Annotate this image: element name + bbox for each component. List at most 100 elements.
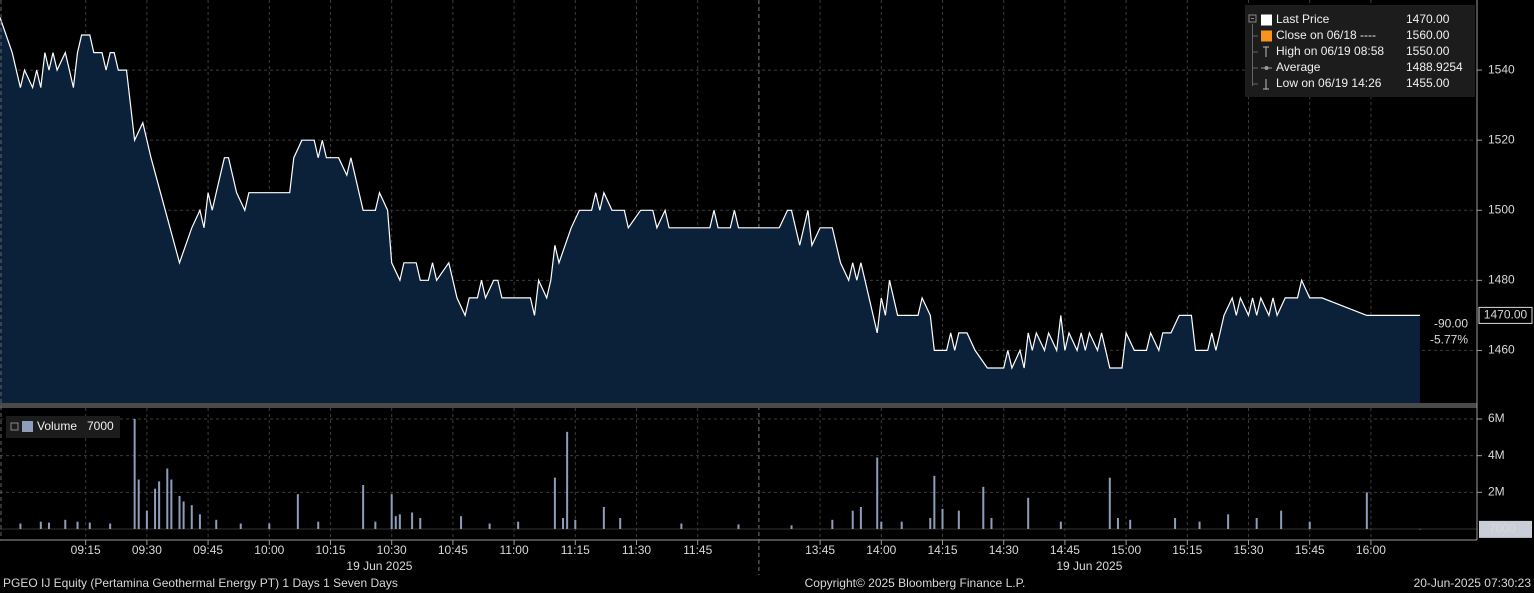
volume-bar <box>362 485 365 529</box>
volume-bar <box>876 457 879 529</box>
legend-swatch <box>1261 30 1272 42</box>
volume-bar <box>182 501 185 529</box>
price-line <box>0 17 1420 370</box>
volume-bar <box>47 522 50 529</box>
volume-bar <box>831 519 834 529</box>
x-tick-label: 11:15 <box>561 543 590 557</box>
volume-bar <box>39 521 42 529</box>
x-tick-label: 10:45 <box>438 543 468 557</box>
legend-value: 1470.00 <box>1406 12 1450 26</box>
volume-bar <box>929 518 932 529</box>
volume-bar <box>64 519 67 529</box>
legend-value: 1550.00 <box>1406 44 1450 58</box>
volume-legend: Volume 7000 <box>6 416 120 438</box>
volume-bar <box>602 507 605 529</box>
footer-right: 20-Jun-2025 07:30:23 <box>1414 576 1532 590</box>
legend-value: 1455.00 <box>1406 76 1450 90</box>
legend-label: Close on 06/18 ---- <box>1276 28 1376 42</box>
volume-bar <box>137 479 140 529</box>
y-tick-label: 2M <box>1488 485 1505 499</box>
volume-bar <box>1255 518 1258 529</box>
last-price-badge <box>1478 306 1533 324</box>
plot-marks: -90.00 -5.77% <box>0 17 1477 530</box>
volume-bar <box>851 510 854 529</box>
volume-bar <box>1174 518 1177 529</box>
legend-value: 1560.00 <box>1406 28 1450 42</box>
legend-box <box>1245 5 1475 97</box>
legend-value: 7000 <box>87 419 114 433</box>
volume-bar <box>154 488 157 529</box>
x-tick-label: 16:00 <box>1356 543 1386 557</box>
x-tick-label: 14:45 <box>1050 543 1080 557</box>
volume-bar <box>1108 477 1111 529</box>
volume-bar <box>574 519 577 529</box>
x-tick-label: 10:30 <box>377 543 407 557</box>
y-tick-label: 4M <box>1488 448 1505 462</box>
volume-bar <box>145 510 148 529</box>
volume-bar <box>680 523 683 529</box>
volume-bar <box>419 518 422 529</box>
x-tick-label: 15:30 <box>1233 543 1263 557</box>
area-fill <box>0 17 1420 403</box>
volume-bar <box>178 496 181 529</box>
x-tick-label: 14:15 <box>927 543 957 557</box>
legend-label: Low on 06/19 14:26 <box>1276 76 1382 90</box>
volume-bar <box>619 518 622 529</box>
volume-bar <box>460 516 463 529</box>
volume-bar <box>268 523 271 529</box>
volume-bar <box>166 468 169 529</box>
volume-bar <box>317 521 320 529</box>
volume-bar <box>1198 521 1201 529</box>
volume-bar <box>198 514 201 529</box>
x-tick-label: 15:00 <box>1111 543 1141 557</box>
last-volume-badge <box>1479 520 1532 538</box>
x-tick-label: 14:00 <box>866 543 896 557</box>
volume-bar <box>553 477 556 529</box>
x-tick-label: 09:45 <box>193 543 223 557</box>
volume-bar <box>790 525 793 529</box>
legend-label: Last Price <box>1276 12 1330 26</box>
x-tick-label: 11:45 <box>683 543 712 557</box>
volume-bar <box>88 522 91 529</box>
volume-bar <box>19 523 22 529</box>
volume-bar <box>517 521 520 529</box>
x-tick-label: 10:00 <box>254 543 284 557</box>
x-tick-label: 15:45 <box>1295 543 1325 557</box>
footer-center: Copyright© 2025 Bloomberg Finance L.P. <box>805 576 1026 590</box>
volume-bar <box>398 514 401 529</box>
volume-bar <box>1365 492 1368 529</box>
y-tick-label: 6M <box>1488 411 1505 425</box>
change-label: -90.00 <box>1434 317 1468 331</box>
x-tick-label: 13:45 <box>805 543 835 557</box>
y-tick-label: 1540 <box>1488 62 1515 76</box>
x-tick-label: 09:30 <box>132 543 162 557</box>
legend-label: Average <box>1276 60 1321 74</box>
volume-bar <box>109 523 112 529</box>
panel-separator <box>0 403 1477 408</box>
legend-swatch <box>22 421 33 432</box>
volume-bar <box>1129 519 1132 529</box>
legend-label: Volume <box>37 419 77 433</box>
volume-bar <box>880 521 883 529</box>
x-tick-label: 10:15 <box>315 543 345 557</box>
volume-bar <box>941 508 944 529</box>
x-tick-label: 11:30 <box>622 543 651 557</box>
volume-bar <box>411 512 414 529</box>
volume-bar <box>1227 514 1230 529</box>
x-date-label: 19 Jun 2025 <box>346 559 412 573</box>
y-tick-label: 1500 <box>1488 202 1515 216</box>
volume-bar <box>215 519 218 529</box>
volume-bar <box>562 518 565 529</box>
volume-bar <box>1280 510 1283 529</box>
x-tick-label: 15:15 <box>1172 543 1202 557</box>
volume-bar <box>170 479 173 529</box>
volume-legend-box <box>6 416 120 438</box>
volume-bar <box>133 419 136 529</box>
last-volume-label: 7000 <box>1489 522 1516 536</box>
legend-swatch <box>1261 14 1272 26</box>
volume-bar <box>76 521 79 529</box>
volume-bar <box>859 507 862 529</box>
x-date-label: 19 Jun 2025 <box>1056 559 1122 573</box>
